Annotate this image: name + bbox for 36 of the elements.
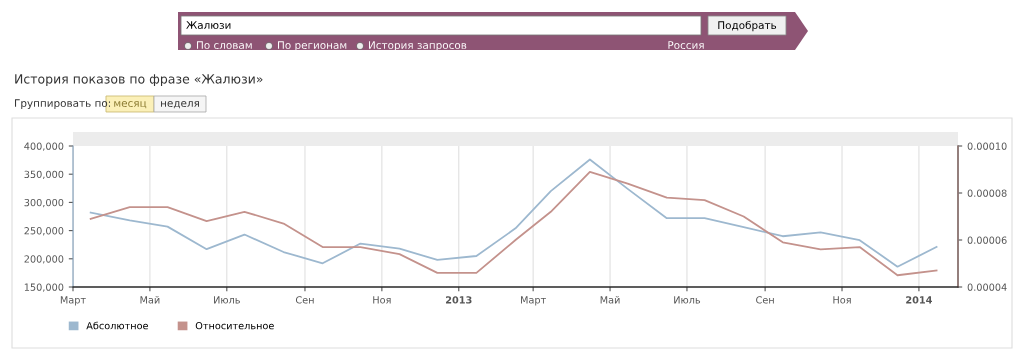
y2-tick-label: 0.00008: [967, 189, 1007, 197]
y-tick-label: 200,000: [24, 255, 64, 264]
text: История запросов: [369, 41, 467, 52]
x-tick-label: Май: [140, 296, 160, 304]
text: Подобрать: [718, 20, 777, 32]
legend-label: Абсолютное: [86, 321, 149, 330]
x-tick-label: Май: [600, 296, 620, 304]
y-tick-label: 250,000: [24, 227, 64, 236]
x-tick-label: Ноя: [833, 296, 851, 304]
x-tick-label: Сен: [295, 296, 314, 304]
x-tick-label: Март: [521, 296, 546, 306]
x-tick-label: Июль: [674, 296, 701, 304]
y-tick-label: 300,000: [24, 198, 64, 208]
y2-tick-label: 0.00004: [967, 283, 1007, 291]
y2-tick-label: 0.00006: [967, 236, 1007, 244]
line-series: [89, 170, 938, 277]
text: Россия: [668, 41, 704, 50]
chart-title: История показов по фразе «Жалюзи»: [15, 74, 263, 87]
x-tick-label: Июль: [214, 296, 240, 304]
y-tick-label: 400,000: [24, 142, 64, 151]
text: По словам: [197, 41, 252, 50]
x-tick-label: Март: [60, 296, 86, 306]
y-tick-label: 150,000: [24, 283, 64, 292]
text: неделя: [161, 101, 199, 109]
y-tick-label: 350,000: [24, 170, 64, 180]
y2-tick-label: 0.00010: [967, 142, 1007, 150]
x-tick-label: 2014: [906, 296, 932, 304]
text: Жалюзи: [186, 21, 231, 30]
text: По регионам: [278, 41, 347, 52]
text: Группировать по:: [15, 99, 111, 110]
text: месяц: [114, 101, 147, 109]
x-tick-label: Ноя: [373, 296, 391, 304]
x-tick-label: 2013: [446, 296, 472, 304]
x-tick-label: Сен: [756, 296, 774, 304]
line-series: [89, 158, 938, 268]
legend-label: Относительное: [195, 322, 274, 330]
